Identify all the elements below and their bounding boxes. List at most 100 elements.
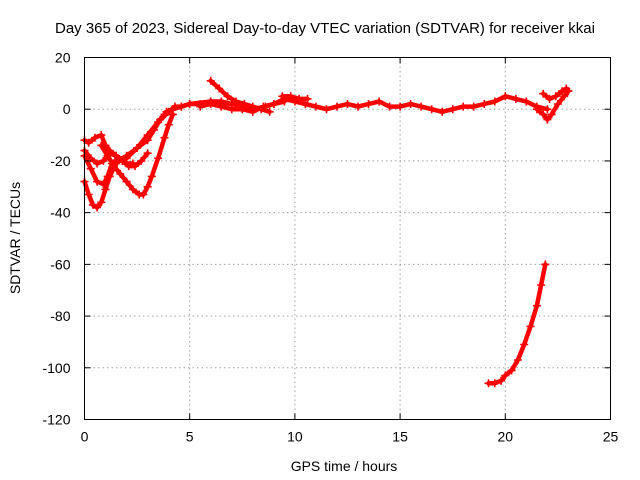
data-point bbox=[539, 89, 548, 98]
data-point bbox=[480, 100, 489, 108]
data-point bbox=[526, 322, 535, 331]
data-point bbox=[217, 102, 226, 111]
x-tick-label: 25 bbox=[603, 429, 619, 445]
data-point bbox=[438, 107, 447, 116]
data-point bbox=[185, 100, 194, 108]
data-point bbox=[93, 159, 102, 168]
data-point bbox=[385, 102, 394, 111]
data-point bbox=[406, 100, 415, 108]
data-point bbox=[97, 198, 106, 207]
data-point bbox=[232, 97, 240, 106]
data-point bbox=[177, 102, 186, 111]
data-point bbox=[112, 151, 121, 160]
data-point bbox=[131, 162, 139, 171]
data-point bbox=[128, 185, 137, 194]
plot-frame bbox=[84, 57, 611, 420]
data-point bbox=[511, 94, 520, 103]
y-tick-label: 0 bbox=[63, 101, 71, 117]
data-point bbox=[541, 260, 550, 269]
data-point bbox=[86, 154, 95, 163]
data-point bbox=[553, 100, 562, 108]
y-tick-label: -100 bbox=[42, 360, 70, 376]
data-point bbox=[248, 107, 257, 116]
data-point bbox=[147, 172, 156, 181]
y-tick-label: 20 bbox=[55, 50, 71, 66]
data-point bbox=[558, 87, 567, 96]
data-point bbox=[149, 125, 158, 134]
data-point bbox=[364, 100, 373, 108]
data-point bbox=[459, 102, 468, 111]
data-point bbox=[196, 102, 205, 111]
data-point bbox=[543, 105, 552, 114]
data-point bbox=[311, 102, 320, 111]
data-series-8 bbox=[197, 94, 550, 115]
data-point bbox=[417, 102, 426, 111]
data-point bbox=[532, 105, 541, 114]
data-point bbox=[154, 154, 163, 163]
data-point bbox=[522, 97, 531, 106]
data-point bbox=[133, 144, 142, 152]
data-point bbox=[99, 156, 108, 165]
data-point bbox=[143, 149, 152, 158]
x-tick-label: 0 bbox=[81, 429, 89, 445]
data-point bbox=[206, 76, 215, 85]
data-point bbox=[560, 92, 569, 101]
data-point bbox=[101, 185, 110, 194]
data-point bbox=[469, 102, 478, 111]
data-point bbox=[99, 180, 108, 189]
y-tick-label: -40 bbox=[50, 205, 70, 221]
data-point bbox=[215, 84, 224, 93]
data-point bbox=[286, 92, 295, 101]
x-tick-label: 5 bbox=[186, 429, 194, 445]
data-point bbox=[84, 190, 93, 199]
x-tick-label: 10 bbox=[287, 429, 303, 445]
data-point bbox=[160, 133, 169, 142]
y-tick-label: -120 bbox=[42, 412, 70, 428]
data-point bbox=[97, 131, 106, 140]
data-point bbox=[501, 92, 510, 101]
data-point bbox=[448, 105, 457, 114]
data-point bbox=[490, 379, 499, 388]
data-point bbox=[103, 172, 112, 181]
data-point bbox=[532, 301, 541, 310]
data-point bbox=[301, 100, 310, 108]
data-point bbox=[490, 97, 499, 106]
data-point bbox=[122, 177, 131, 186]
data-point bbox=[507, 366, 516, 375]
data-point bbox=[227, 105, 236, 114]
data-point bbox=[520, 340, 529, 349]
x-tick-label: 15 bbox=[392, 429, 408, 445]
data-point bbox=[543, 115, 552, 124]
data-point bbox=[143, 136, 152, 145]
data-point bbox=[343, 100, 352, 108]
data-point bbox=[84, 138, 93, 147]
y-tick-label: -60 bbox=[50, 256, 70, 272]
data-point bbox=[160, 110, 169, 119]
data-point bbox=[269, 100, 278, 108]
data-point bbox=[91, 133, 99, 142]
data-point bbox=[93, 177, 102, 186]
y-tick-label: -80 bbox=[50, 308, 70, 324]
data-point bbox=[278, 92, 287, 101]
data-point bbox=[562, 84, 571, 93]
data-point bbox=[164, 120, 173, 129]
data-point bbox=[547, 110, 556, 119]
data-point bbox=[168, 105, 177, 114]
x-tick-label: 20 bbox=[498, 429, 514, 445]
data-point bbox=[333, 102, 341, 111]
data-point bbox=[501, 371, 510, 380]
y-axis-label: SDTVAR / TECUs bbox=[7, 182, 23, 294]
data-point bbox=[539, 110, 548, 119]
chart-title: Day 365 of 2023, Sidereal Day-to-day VTE… bbox=[55, 20, 595, 37]
x-axis-label: GPS time / hours bbox=[291, 458, 398, 474]
data-point bbox=[240, 100, 249, 108]
y-tick-label: -20 bbox=[50, 153, 70, 169]
data-series-12 bbox=[486, 262, 548, 386]
data-point bbox=[139, 190, 148, 199]
data-series-9 bbox=[280, 94, 310, 102]
data-point bbox=[110, 162, 118, 171]
data-point bbox=[238, 105, 247, 114]
tick-layer: 0 5 10 15 20 25 -120 -100 -80 -60 -40 -20 0 20 bbox=[42, 50, 618, 445]
data-point bbox=[545, 94, 554, 103]
